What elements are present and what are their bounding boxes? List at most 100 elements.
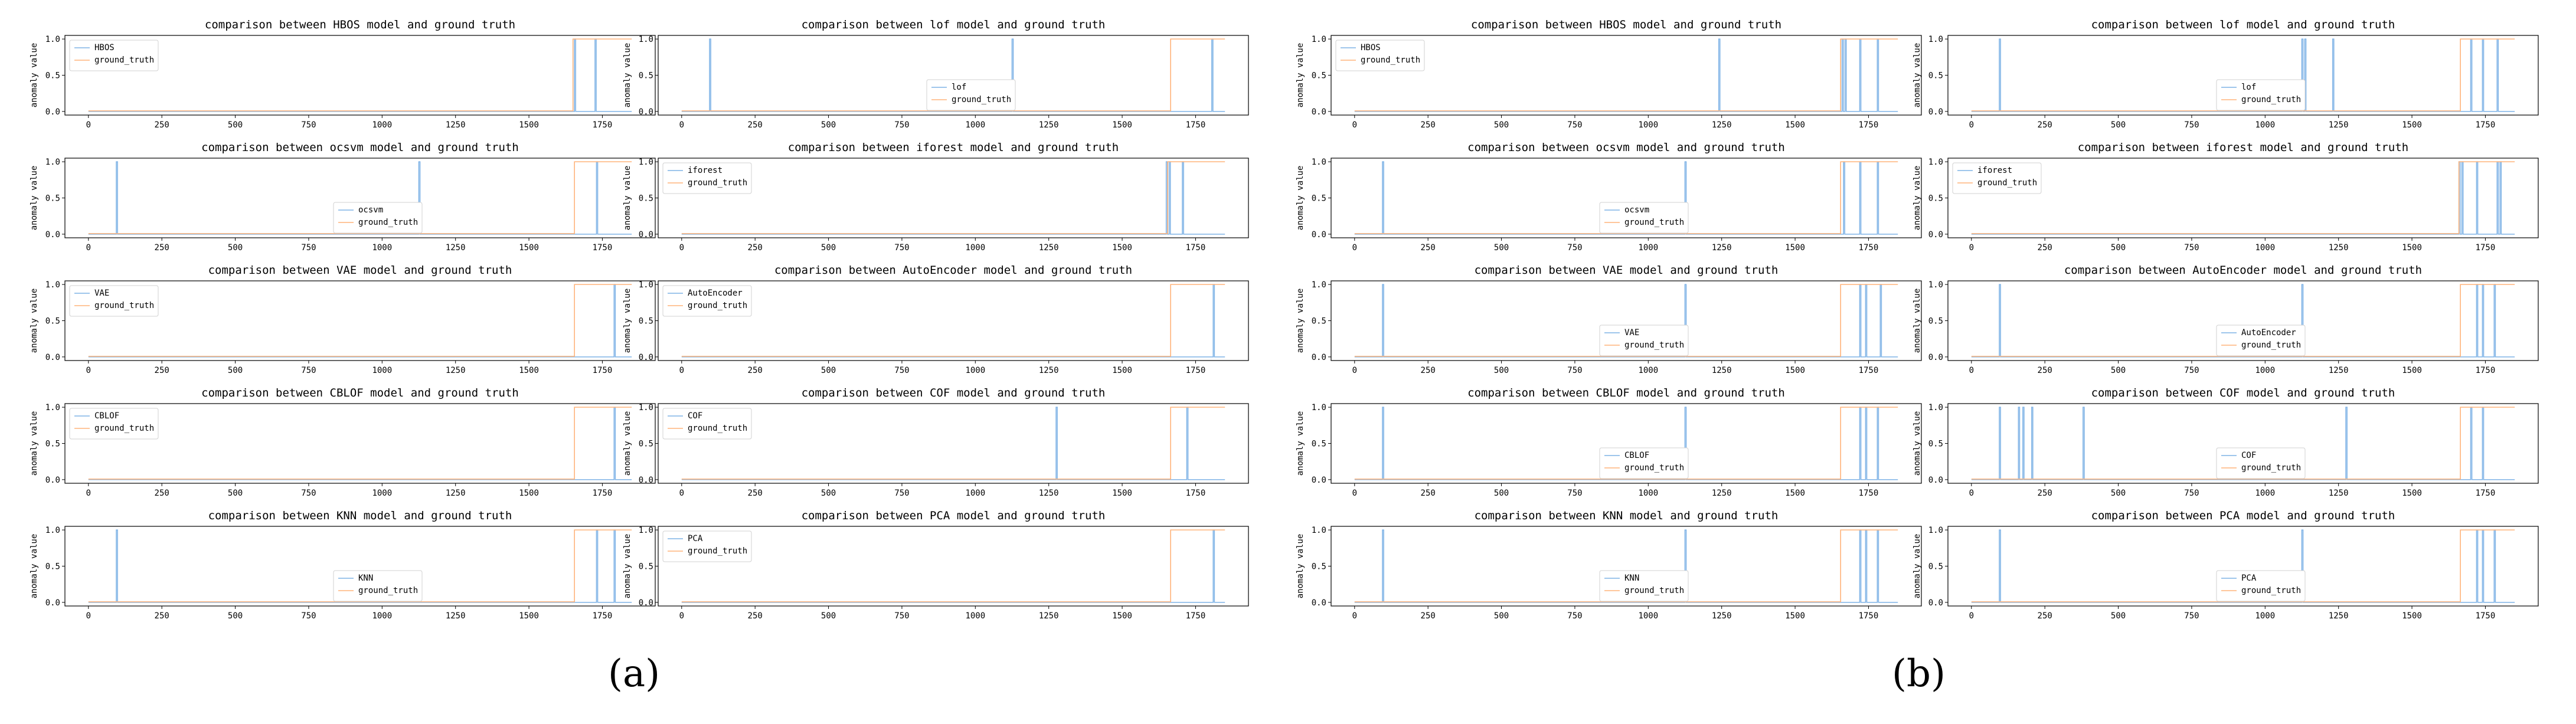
axes-frame bbox=[1947, 403, 2539, 484]
y-tick-label: 0.0 bbox=[639, 598, 653, 608]
y-tick-label: 0.5 bbox=[1928, 194, 1943, 204]
x-tick-label: 0 bbox=[86, 489, 91, 498]
x-tick-label: 750 bbox=[1567, 366, 1582, 375]
x-tick-label: 750 bbox=[1567, 243, 1582, 253]
subplot-title: comparison between iforest model and gro… bbox=[788, 141, 1119, 154]
x-tick-label: 1750 bbox=[1859, 611, 1879, 621]
legend-label: ground_truth bbox=[688, 546, 747, 556]
x-tick-label: 1000 bbox=[965, 120, 985, 130]
x-tick-label: 1250 bbox=[1712, 611, 1732, 621]
y-axis-label: anomaly value bbox=[1296, 166, 1305, 231]
legend: KNN ground_truth bbox=[333, 570, 423, 602]
legend-label: ground_truth bbox=[94, 55, 154, 65]
legend: KNN ground_truth bbox=[1599, 570, 1689, 602]
series-line-ground-truth bbox=[88, 284, 632, 357]
subplot-title: comparison between ocsvm model and groun… bbox=[201, 141, 519, 154]
y-tick-label: 1.0 bbox=[639, 35, 653, 44]
subplot-title: comparison between VAE model and ground … bbox=[208, 264, 512, 277]
x-tick-label: 1750 bbox=[593, 611, 613, 621]
x-tick-label: 1250 bbox=[1039, 120, 1059, 130]
x-tick-label: 1000 bbox=[372, 366, 392, 375]
x-tick-label: 1250 bbox=[2329, 243, 2349, 253]
legend-box bbox=[2216, 325, 2306, 356]
y-tick-label: 1.0 bbox=[1312, 158, 1326, 167]
series-line-ground-truth bbox=[1354, 529, 1898, 602]
x-tick-label: 1500 bbox=[2402, 120, 2422, 130]
subplot-b-autoencoder: comparison between AutoEncoder model and… bbox=[1913, 264, 2539, 375]
legend: HBOS ground_truth bbox=[1335, 40, 1425, 71]
x-tick-label: 250 bbox=[1421, 611, 1436, 621]
x-tick-label: 750 bbox=[301, 611, 316, 621]
x-tick-label: 1500 bbox=[1785, 489, 1805, 498]
y-tick-label: 0.0 bbox=[1928, 598, 1943, 608]
x-tick-label: 1000 bbox=[965, 611, 985, 621]
legend-label: COF bbox=[2241, 451, 2256, 460]
y-axis-label: anomaly value bbox=[1913, 289, 1922, 353]
x-tick-label: 1500 bbox=[2402, 611, 2422, 621]
series-line-ground-truth bbox=[1354, 38, 1898, 112]
y-tick-label: 0.0 bbox=[1928, 107, 1943, 117]
x-tick-label: 1500 bbox=[519, 243, 539, 253]
series-line-ground-truth bbox=[88, 161, 632, 234]
legend-box bbox=[662, 285, 752, 317]
subplot-title: comparison between PCA model and ground … bbox=[2091, 509, 2395, 522]
x-tick-label: 250 bbox=[155, 489, 169, 498]
series-line-ground-truth bbox=[681, 529, 1225, 602]
x-tick-label: 0 bbox=[86, 120, 91, 130]
y-axis-label: anomaly value bbox=[623, 166, 632, 231]
x-tick-label: 1750 bbox=[1859, 366, 1879, 375]
legend: iforest ground_truth bbox=[662, 162, 752, 194]
x-tick-label: 250 bbox=[2038, 611, 2052, 621]
x-tick-label: 250 bbox=[155, 366, 169, 375]
legend-label: ground_truth bbox=[2241, 463, 2301, 473]
subplot-a-pca: comparison between PCA model and ground … bbox=[623, 509, 1249, 621]
axes-frame bbox=[1947, 280, 2539, 361]
x-tick-label: 1750 bbox=[2476, 366, 2496, 375]
y-tick-label: 1.0 bbox=[639, 526, 653, 535]
axes-frame bbox=[658, 280, 1249, 361]
x-tick-label: 0 bbox=[1352, 366, 1357, 375]
x-tick-label: 1250 bbox=[2329, 611, 2349, 621]
series-line-ground-truth bbox=[88, 38, 632, 112]
x-tick-label: 250 bbox=[748, 366, 763, 375]
legend-label: iforest bbox=[1977, 166, 2012, 175]
y-axis-label: anomaly value bbox=[623, 43, 632, 108]
y-tick-label: 1.0 bbox=[45, 403, 60, 412]
x-tick-label: 0 bbox=[86, 366, 91, 375]
x-tick-label: 0 bbox=[1969, 120, 1974, 130]
x-tick-label: 1500 bbox=[1112, 243, 1132, 253]
legend-box bbox=[1599, 570, 1689, 602]
y-axis-label: anomaly value bbox=[1296, 43, 1305, 108]
y-tick-label: 0.0 bbox=[1928, 353, 1943, 362]
axes-frame bbox=[1947, 526, 2539, 607]
y-tick-label: 0.5 bbox=[1312, 562, 1326, 572]
legend-label: PCA bbox=[2241, 574, 2257, 583]
x-tick-label: 0 bbox=[679, 120, 684, 130]
subplot-title: comparison between HBOS model and ground… bbox=[1471, 18, 1781, 31]
y-tick-label: 0.5 bbox=[1312, 194, 1326, 204]
axes-frame bbox=[658, 526, 1249, 607]
subplot-a-knn: comparison between KNN model and ground … bbox=[30, 509, 656, 621]
x-tick-label: 1750 bbox=[1859, 120, 1879, 130]
series-line-ground-truth bbox=[1971, 529, 2515, 602]
subplot-b-iforest: comparison between iforest model and gro… bbox=[1913, 141, 2539, 253]
y-tick-label: 1.0 bbox=[1928, 526, 1943, 535]
legend: AutoEncoder ground_truth bbox=[2216, 325, 2306, 356]
series-line-ground-truth bbox=[88, 529, 632, 602]
legend: HBOS ground_truth bbox=[69, 40, 159, 71]
subplot-title: comparison between CBLOF model and groun… bbox=[1467, 386, 1785, 399]
x-tick-label: 500 bbox=[821, 366, 836, 375]
series-line-ground-truth bbox=[681, 284, 1225, 357]
y-tick-label: 1.0 bbox=[1312, 403, 1326, 412]
y-tick-label: 0.0 bbox=[45, 107, 60, 117]
series-line-ground-truth bbox=[1354, 284, 1898, 357]
legend-label: HBOS bbox=[1361, 43, 1381, 53]
x-tick-label: 1750 bbox=[2476, 611, 2496, 621]
y-tick-label: 0.0 bbox=[639, 230, 653, 240]
y-axis-label: anomaly value bbox=[623, 534, 632, 599]
x-tick-label: 500 bbox=[2111, 243, 2126, 253]
subplot-a-cblof: comparison between CBLOF model and groun… bbox=[30, 386, 656, 498]
x-tick-label: 1000 bbox=[372, 120, 392, 130]
legend: CBLOF ground_truth bbox=[69, 408, 159, 440]
legend-box bbox=[662, 530, 752, 562]
